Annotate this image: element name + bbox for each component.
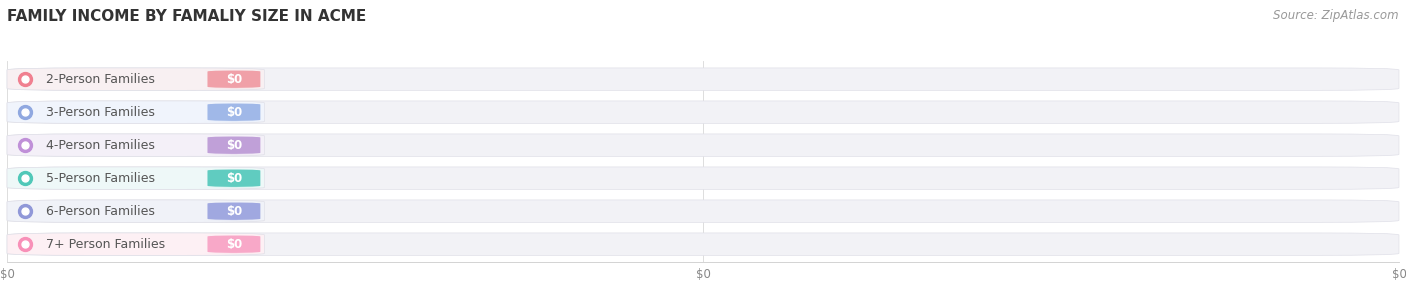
FancyBboxPatch shape bbox=[7, 101, 1399, 123]
Text: Source: ZipAtlas.com: Source: ZipAtlas.com bbox=[1274, 9, 1399, 22]
FancyBboxPatch shape bbox=[7, 68, 1399, 90]
Text: $0: $0 bbox=[226, 73, 242, 86]
FancyBboxPatch shape bbox=[205, 235, 263, 253]
FancyBboxPatch shape bbox=[7, 134, 1399, 156]
Text: FAMILY INCOME BY FAMALIY SIZE IN ACME: FAMILY INCOME BY FAMALIY SIZE IN ACME bbox=[7, 9, 367, 24]
FancyBboxPatch shape bbox=[7, 233, 264, 255]
FancyBboxPatch shape bbox=[7, 167, 1399, 189]
FancyBboxPatch shape bbox=[7, 200, 1399, 222]
FancyBboxPatch shape bbox=[7, 134, 264, 156]
FancyBboxPatch shape bbox=[205, 103, 263, 121]
FancyBboxPatch shape bbox=[7, 167, 264, 189]
Text: $0: $0 bbox=[226, 205, 242, 218]
Text: 3-Person Families: 3-Person Families bbox=[46, 106, 155, 119]
Text: $0: $0 bbox=[226, 139, 242, 152]
FancyBboxPatch shape bbox=[7, 68, 264, 90]
FancyBboxPatch shape bbox=[205, 136, 263, 154]
Text: 4-Person Families: 4-Person Families bbox=[46, 139, 155, 152]
FancyBboxPatch shape bbox=[205, 70, 263, 88]
FancyBboxPatch shape bbox=[7, 200, 264, 222]
FancyBboxPatch shape bbox=[205, 169, 263, 187]
FancyBboxPatch shape bbox=[7, 233, 1399, 255]
FancyBboxPatch shape bbox=[7, 101, 264, 123]
Text: $0: $0 bbox=[226, 238, 242, 251]
Text: 6-Person Families: 6-Person Families bbox=[46, 205, 155, 218]
Text: $0: $0 bbox=[226, 172, 242, 185]
Text: 7+ Person Families: 7+ Person Families bbox=[46, 238, 165, 251]
Text: 5-Person Families: 5-Person Families bbox=[46, 172, 155, 185]
FancyBboxPatch shape bbox=[205, 202, 263, 220]
Text: $0: $0 bbox=[226, 106, 242, 119]
Text: 2-Person Families: 2-Person Families bbox=[46, 73, 155, 86]
